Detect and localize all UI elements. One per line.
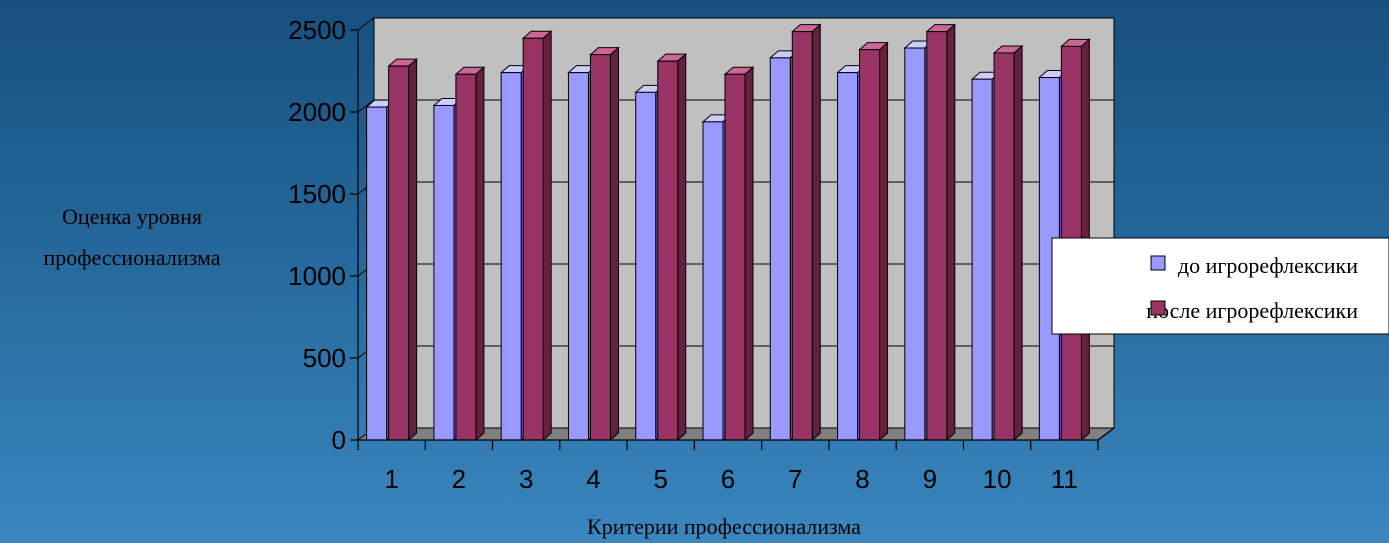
y-tick-label-500: 500: [303, 343, 346, 373]
bar-series-2-cat-8: [858, 41, 889, 442]
y-tick-label-2500: 2500: [288, 15, 346, 45]
legend-label-series-1: до игрорефлексики: [1178, 253, 1358, 278]
bar-series-2-cat-6: [723, 66, 755, 442]
bar-side-face: [811, 23, 821, 442]
bar-front-face: [522, 37, 544, 441]
legend-box: [1051, 237, 1389, 335]
x-axis-depth-line: [1097, 427, 1115, 441]
bar-front-face: [657, 60, 679, 441]
y-tick-label-0: 0: [332, 425, 346, 455]
x-tick-label-6: 6: [721, 464, 735, 494]
bar-front-face: [971, 78, 993, 441]
bar-front-face: [635, 91, 657, 441]
legend-label-series-2: после игрорефлексики: [1146, 298, 1358, 323]
x-tick-label-11: 11: [1051, 464, 1078, 494]
x-axis: 1 2 3 4 5 6 7 8 9 10 11: [357, 427, 1115, 494]
x-tick-label-3: 3: [519, 464, 533, 494]
bar-series-2-cat-9: [925, 23, 957, 442]
y-tick-label-2000: 2000: [288, 97, 346, 127]
bar-front-face: [791, 31, 813, 441]
bar-series-2-cat-7: [790, 23, 822, 442]
y-axis-title-line-1: Оценка уровня: [62, 204, 202, 229]
bar-series-2-cat-3: [521, 30, 553, 442]
bar-front-face: [388, 65, 410, 441]
bar-front-face: [904, 47, 926, 441]
bar-front-face: [724, 73, 746, 441]
y-tick-label-1000: 1000: [288, 261, 346, 291]
bar-side-face: [475, 66, 485, 442]
x-tick-label-10: 10: [983, 464, 1012, 494]
bar-side-face: [677, 53, 687, 442]
legend-swatch-series-1: [1150, 255, 1166, 271]
x-axis-title: Критерии профессионализма: [587, 514, 861, 539]
bar-front-face: [837, 72, 859, 441]
x-tick-label-5: 5: [653, 464, 667, 494]
x-tick-label-8: 8: [855, 464, 869, 494]
bar-series-2-cat-10: [992, 44, 1024, 442]
bar-side-face: [744, 66, 754, 442]
x-tick-label-4: 4: [586, 464, 600, 494]
bar-series-2-cat-5: [656, 53, 688, 442]
bar-front-face: [589, 54, 611, 441]
bar-front-face: [455, 73, 477, 441]
bars-group: [365, 23, 1091, 442]
bar-front-face: [926, 31, 948, 441]
bar-series-2-cat-4: [589, 46, 620, 442]
bar-side-face: [946, 23, 956, 442]
bar-side-face: [542, 30, 552, 442]
bar-front-face: [567, 72, 589, 441]
gridline-depth-2000: [357, 99, 375, 113]
bar-side-face: [1013, 44, 1023, 442]
bar-front-face: [702, 121, 724, 441]
bar-front-face: [993, 52, 1015, 441]
x-tick-label-2: 2: [452, 464, 466, 494]
x-tick-label-1: 1: [384, 464, 398, 494]
y-axis: 0 500 1000 1500 2000 2500: [288, 15, 359, 455]
bar-side-face: [879, 41, 889, 442]
gridline-depth-2500: [357, 17, 375, 31]
y-tick-label-1500: 1500: [288, 179, 346, 209]
bar-front-face: [433, 104, 455, 441]
bar-side-face: [408, 57, 418, 442]
bar-front-face: [366, 106, 388, 441]
x-tick-label-7: 7: [788, 464, 802, 494]
y-axis-title-line-2: профессионализма: [43, 245, 220, 270]
bar-front-face: [859, 49, 881, 441]
bar-side-face: [609, 46, 619, 442]
legend-swatch-series-2: [1150, 300, 1166, 316]
bar-front-face: [500, 72, 522, 441]
bar-series-2-cat-2: [454, 66, 486, 442]
x-tick-label-9: 9: [923, 464, 937, 494]
bar-series-2-cat-1: [387, 57, 418, 442]
legend: до игрорефлексики после игрорефлексики: [1051, 237, 1389, 335]
bar-front-face: [769, 57, 791, 441]
